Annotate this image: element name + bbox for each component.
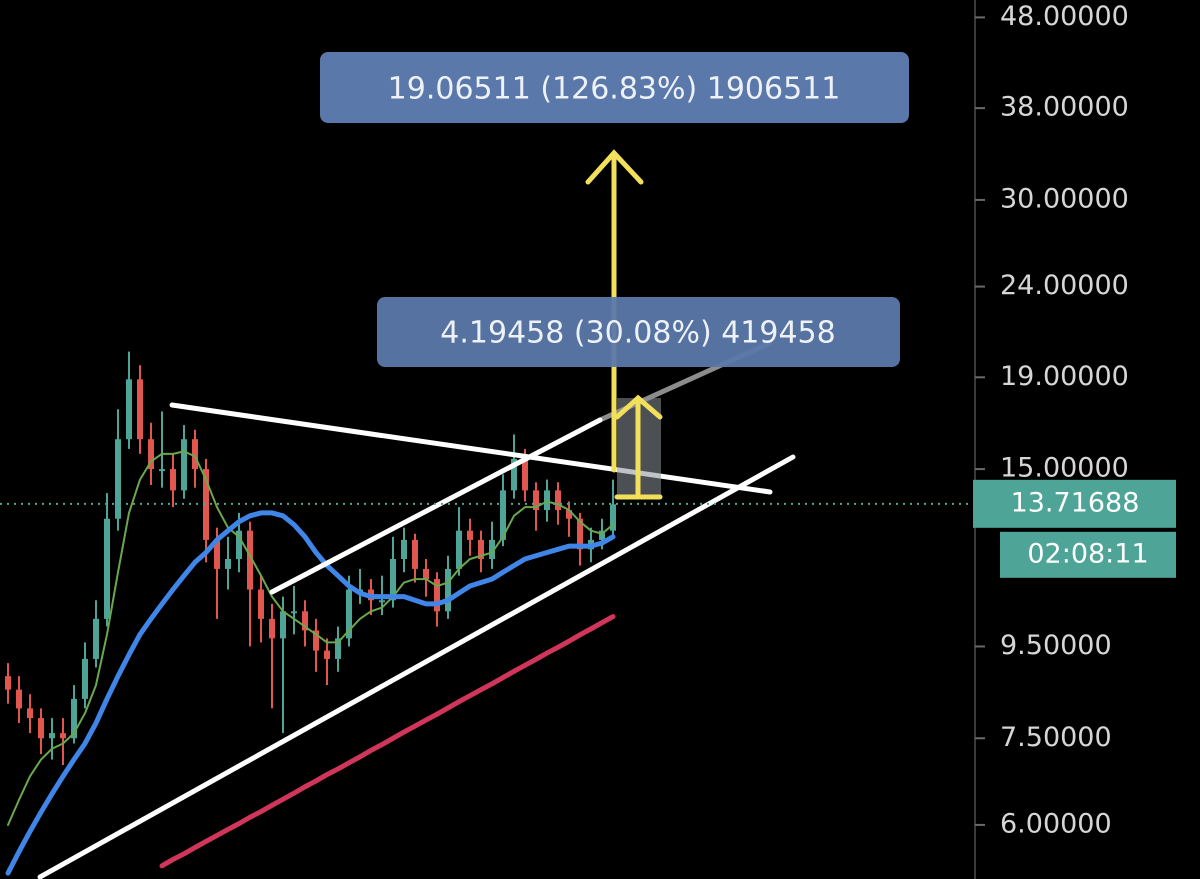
candle-body bbox=[236, 530, 242, 559]
y-tick-label: 6.00000 bbox=[1000, 808, 1112, 839]
moving-average bbox=[159, 614, 616, 869]
candle-body bbox=[478, 539, 484, 559]
y-tick-label: 30.00000 bbox=[1000, 183, 1129, 214]
candle-body bbox=[313, 630, 319, 651]
moving-average bbox=[5, 510, 616, 876]
arrow-head bbox=[585, 149, 644, 185]
trend-lines bbox=[37, 340, 796, 879]
annotation-box bbox=[320, 52, 909, 123]
candle-body bbox=[412, 539, 418, 569]
y-tick-label: 9.50000 bbox=[1000, 630, 1112, 661]
candle-body bbox=[379, 600, 385, 603]
candle-body bbox=[269, 618, 275, 639]
candle-body bbox=[192, 439, 198, 470]
candle-body bbox=[423, 568, 429, 580]
candle-body bbox=[181, 439, 187, 491]
candle-body bbox=[566, 510, 572, 519]
candle-body bbox=[49, 733, 55, 739]
candle-body bbox=[346, 589, 352, 639]
countdown-label: 02:08:11 bbox=[1027, 538, 1148, 569]
candle-body bbox=[5, 676, 11, 690]
candle-body bbox=[137, 379, 143, 440]
candle-body bbox=[522, 458, 528, 491]
annotation-text: 19.06511 (126.83%) 1906511 bbox=[388, 72, 841, 107]
candle-body bbox=[170, 469, 176, 491]
y-tick-label: 7.50000 bbox=[1000, 722, 1112, 753]
candle-body bbox=[38, 718, 44, 739]
candle-body bbox=[71, 698, 77, 739]
trend-line bbox=[169, 402, 773, 495]
y-tick-label: 24.00000 bbox=[1000, 270, 1129, 301]
candle-body bbox=[335, 638, 341, 659]
candle-body bbox=[126, 379, 132, 440]
annotation-text: 4.19458 (30.08%) 419458 bbox=[440, 316, 835, 351]
candle-body bbox=[500, 490, 506, 540]
annotation: 19.06511 (126.83%) 1906511 bbox=[320, 52, 909, 123]
last-price-label: 13.71688 bbox=[1011, 487, 1140, 518]
arrow-head bbox=[614, 394, 663, 420]
candle-body bbox=[599, 530, 605, 540]
candle-body bbox=[93, 618, 99, 659]
candle-body bbox=[148, 439, 154, 470]
candle-body bbox=[456, 530, 462, 569]
candles bbox=[5, 351, 616, 766]
candle-body bbox=[291, 611, 297, 614]
candle-body bbox=[280, 611, 286, 639]
candle-body bbox=[159, 469, 165, 472]
candle-body bbox=[533, 490, 539, 511]
candle-body bbox=[390, 558, 396, 601]
candle-body bbox=[489, 539, 495, 559]
candle-body bbox=[247, 530, 253, 590]
moving-average bbox=[7, 450, 614, 826]
price-axis: 6.00000 7.50000 9.50000 15.00000 19.00000 24.… bbox=[975, 1, 1129, 839]
countdown-box bbox=[1000, 531, 1176, 578]
candle-body bbox=[544, 490, 550, 511]
candle-body bbox=[60, 733, 66, 739]
y-tick-label: 19.00000 bbox=[1000, 361, 1129, 392]
candle-body bbox=[16, 689, 22, 709]
y-tick-label: 15.00000 bbox=[1000, 453, 1129, 484]
y-tick-label: 48.00000 bbox=[1000, 1, 1129, 32]
annotation-box bbox=[377, 297, 900, 367]
annotation: 4.19458 (30.08%) 419458 bbox=[377, 297, 900, 367]
candle-body bbox=[401, 539, 407, 559]
candle-body bbox=[258, 589, 264, 619]
trend-line bbox=[269, 417, 603, 595]
candle-body bbox=[203, 469, 209, 540]
candle-body bbox=[302, 611, 308, 631]
candle-body bbox=[434, 579, 440, 612]
candle-body bbox=[214, 539, 220, 569]
candle-body bbox=[115, 439, 121, 519]
last-price-box bbox=[973, 479, 1176, 528]
candle-body bbox=[511, 458, 517, 491]
candle-body bbox=[82, 658, 88, 699]
candle-body bbox=[577, 518, 583, 550]
candle-body bbox=[445, 568, 451, 612]
candle-body bbox=[610, 504, 616, 531]
moving-averages bbox=[5, 450, 616, 876]
candle-body bbox=[324, 650, 330, 659]
y-tick-label: 38.00000 bbox=[1000, 92, 1129, 123]
candle-body bbox=[27, 708, 33, 719]
candle-body bbox=[104, 518, 110, 619]
candle-body bbox=[225, 558, 231, 569]
candle-body bbox=[467, 530, 473, 540]
candle-body bbox=[555, 490, 561, 511]
trend-line bbox=[37, 454, 796, 879]
